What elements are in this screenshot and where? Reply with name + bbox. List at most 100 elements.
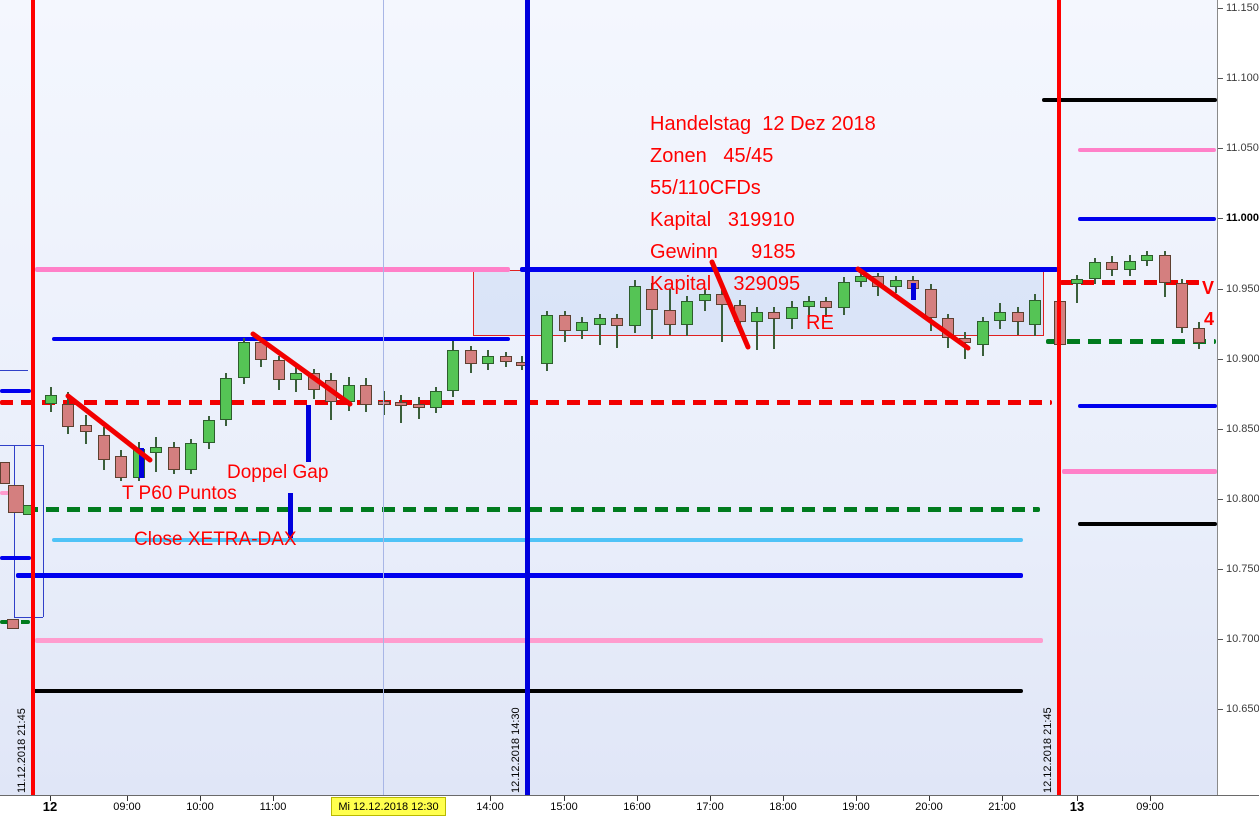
stats-line: Kapital 329095 bbox=[650, 273, 801, 295]
gap-marker[interactable] bbox=[911, 283, 916, 300]
candle bbox=[150, 447, 162, 453]
candle bbox=[430, 391, 442, 408]
horizontal-level-line[interactable] bbox=[1060, 279, 1200, 285]
candle bbox=[45, 395, 57, 404]
annotation-clipped-top: V bbox=[1202, 278, 1215, 298]
candle-fragment bbox=[8, 485, 24, 513]
candle bbox=[1159, 254, 1171, 283]
stats-line: 55/110CFDs bbox=[650, 177, 761, 199]
time-tick bbox=[856, 796, 857, 801]
price-tick bbox=[1218, 358, 1223, 360]
time-tick-label: 13 bbox=[1069, 799, 1085, 814]
time-tick bbox=[564, 796, 565, 801]
time-tick-label: 20:00 bbox=[915, 801, 943, 813]
gridline-1230 bbox=[383, 0, 384, 795]
session-separator-1212[interactable] bbox=[1057, 0, 1061, 795]
time-tick-label: 09:00 bbox=[1136, 801, 1164, 813]
price-tick-label: 10.900 bbox=[1226, 352, 1259, 365]
price-tick-label: 10.650 bbox=[1226, 703, 1259, 716]
vline-date-label: 12.12.2018 14:30 bbox=[510, 707, 522, 793]
candle bbox=[629, 285, 641, 327]
candle bbox=[447, 350, 459, 391]
candle bbox=[959, 337, 971, 344]
annotation-close-xetra-dax[interactable]: Close XETRA-DAX bbox=[134, 529, 297, 550]
horizontal-level-line[interactable] bbox=[35, 266, 510, 272]
candle bbox=[1141, 254, 1153, 261]
range-outline bbox=[0, 445, 43, 446]
candle bbox=[977, 320, 989, 345]
annotation-doppel-gap[interactable]: Doppel Gap bbox=[227, 462, 329, 483]
candle-wick bbox=[418, 396, 420, 420]
candle bbox=[220, 378, 232, 421]
candle bbox=[646, 288, 658, 310]
horizontal-level-line[interactable] bbox=[1078, 404, 1217, 408]
horizontal-level-line[interactable] bbox=[25, 506, 1040, 512]
candle bbox=[786, 306, 798, 320]
candle bbox=[1106, 261, 1118, 271]
horizontal-level-line[interactable] bbox=[1078, 522, 1217, 526]
horizontal-level-line[interactable] bbox=[0, 389, 31, 393]
horizontal-level-line[interactable] bbox=[1078, 217, 1216, 221]
candle bbox=[290, 372, 302, 380]
horizontal-level-line[interactable] bbox=[52, 337, 510, 341]
candle bbox=[115, 455, 127, 478]
candle bbox=[942, 318, 954, 338]
time-tick bbox=[710, 796, 711, 801]
candle bbox=[395, 402, 407, 407]
candle-fragment bbox=[7, 619, 19, 629]
candle bbox=[1012, 312, 1024, 323]
price-tick bbox=[1218, 218, 1223, 220]
candle bbox=[576, 322, 588, 331]
horizontal-level-line[interactable] bbox=[1046, 338, 1216, 344]
gap-marker[interactable] bbox=[139, 448, 144, 478]
session-separator-1112[interactable] bbox=[31, 0, 35, 795]
gap-marker[interactable] bbox=[306, 405, 311, 462]
session-stats-text: Handelstag 12 Dez 2018 Zonen 45/45 55/11… bbox=[650, 44, 876, 300]
time-marker-1430[interactable] bbox=[525, 0, 530, 795]
stats-line: Zonen 45/45 bbox=[650, 145, 774, 167]
candle bbox=[465, 350, 477, 365]
candle-wick bbox=[773, 306, 775, 349]
candle-wick bbox=[756, 306, 758, 351]
candle bbox=[838, 281, 850, 309]
price-axis[interactable]: 11.150 11.100 11.050 11.000 10.950 10.900 10.8… bbox=[1217, 0, 1259, 795]
annotation-tp60-puntos[interactable]: T P60 Puntos bbox=[122, 483, 237, 504]
gap-marker[interactable] bbox=[288, 493, 293, 538]
candle-wick bbox=[400, 395, 402, 424]
time-tick-label: 10:00 bbox=[186, 801, 214, 813]
candle bbox=[1029, 299, 1041, 326]
time-tick bbox=[637, 796, 638, 801]
annotation-re[interactable]: RE bbox=[806, 312, 834, 334]
candle bbox=[238, 341, 250, 379]
horizontal-level-line[interactable] bbox=[1042, 98, 1217, 102]
horizontal-level-line[interactable] bbox=[52, 538, 1023, 542]
candle bbox=[325, 379, 337, 403]
time-tick bbox=[783, 796, 784, 801]
candle bbox=[343, 385, 355, 403]
range-outline bbox=[14, 617, 43, 618]
candle bbox=[482, 355, 494, 365]
horizontal-level-line[interactable] bbox=[1078, 148, 1216, 152]
price-tick-label: 10.750 bbox=[1226, 563, 1259, 576]
horizontal-level-line[interactable] bbox=[35, 637, 1043, 643]
stats-line: Handelstag 12 Dez 2018 bbox=[650, 113, 876, 135]
candle bbox=[820, 301, 832, 309]
horizontal-level-line[interactable] bbox=[520, 266, 1058, 272]
candle bbox=[62, 403, 74, 428]
candle-fragment bbox=[0, 462, 10, 484]
horizontal-level-line[interactable] bbox=[0, 556, 31, 560]
candle-wick bbox=[964, 332, 966, 359]
chart-plot-area[interactable]: 11.12.2018 21:45 12.12.2018 14:30 12.12.20… bbox=[0, 0, 1217, 795]
candle-wick bbox=[155, 437, 157, 473]
candle bbox=[734, 305, 746, 323]
horizontal-level-line[interactable] bbox=[16, 572, 1023, 578]
candle bbox=[559, 315, 571, 331]
candle-wick bbox=[1076, 274, 1078, 303]
time-tick bbox=[50, 796, 51, 801]
price-tick bbox=[1218, 7, 1223, 9]
time-tick bbox=[273, 796, 274, 801]
candle bbox=[594, 318, 606, 326]
horizontal-level-line[interactable] bbox=[1062, 468, 1217, 474]
price-tick-label: 11.050 bbox=[1226, 142, 1259, 155]
time-axis[interactable]: Mi 12.12.2018 12:30 12 09:00 10:00 11:00 14:… bbox=[0, 795, 1259, 820]
